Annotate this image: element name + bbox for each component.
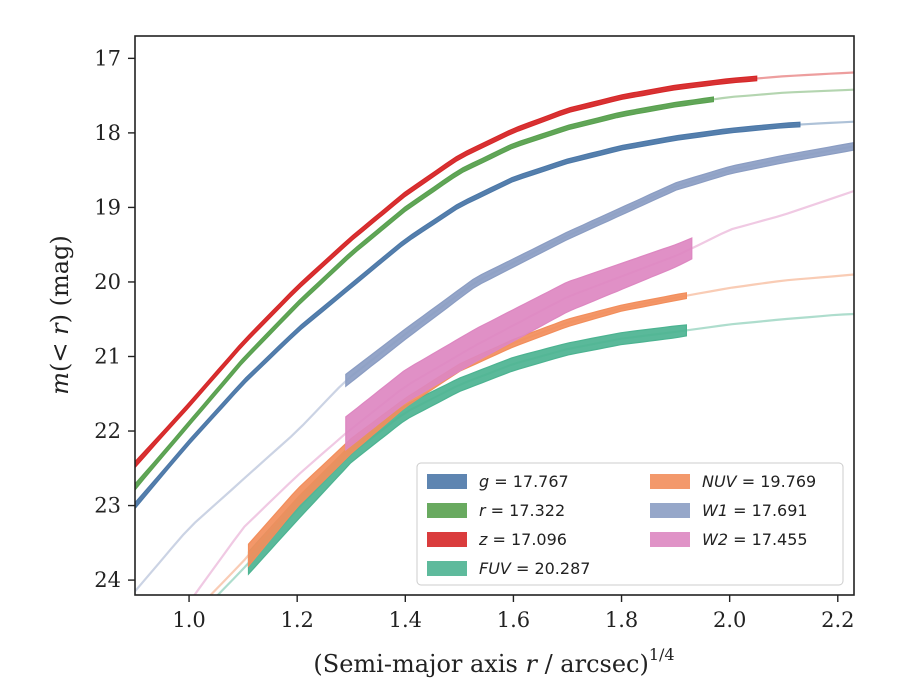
series-w1-band: [345, 141, 854, 388]
legend-swatch: [427, 532, 467, 547]
x-tick-label: 2.2: [821, 608, 854, 632]
y-tick-label: 21: [94, 344, 121, 368]
legend-swatch: [427, 561, 467, 576]
series-r: [135, 88, 854, 491]
legend-item-w1: W1 = 17.691: [650, 501, 808, 520]
x-tick-label: 1.8: [605, 608, 638, 632]
x-axis-label: (Semi-major axis r / arcsec)1/4: [313, 645, 674, 678]
legend-swatch: [650, 532, 690, 547]
legend-label: W1 = 17.691: [702, 501, 808, 520]
series-layer: [135, 71, 854, 595]
y-tick-label: 20: [94, 270, 121, 294]
legend-swatch: [650, 503, 690, 518]
series-w1: [135, 141, 854, 593]
x-tick-label: 1.2: [280, 608, 313, 632]
series-g: [135, 120, 854, 510]
legend-label: r = 17.322: [479, 501, 565, 520]
series-r-extrapolation: [135, 88, 854, 488]
series-z-band: [135, 75, 758, 469]
legend: g = 17.767 r = 17.322 z = 17.096 FUV = 20.2…: [416, 462, 844, 586]
legend-label: z = 17.096: [478, 530, 567, 549]
legend-swatch: [650, 474, 690, 489]
legend-item-g: g = 17.767: [427, 472, 569, 491]
y-tick-label: 19: [94, 195, 121, 219]
y-axis-label: m(< r) (mag): [46, 235, 74, 395]
series-g-extrapolation: [135, 120, 854, 507]
legend-label: g = 17.767: [479, 472, 569, 491]
legend-item-r: r = 17.322: [427, 501, 565, 520]
y-tick-label: 24: [94, 568, 121, 592]
x-tick-label: 1.6: [497, 608, 530, 632]
series-w2: [193, 189, 854, 595]
legend-label: W2 = 17.455: [702, 530, 808, 549]
x-tick-label: 1.4: [389, 608, 422, 632]
y-tick-label: 18: [94, 121, 121, 145]
plot-frame: [134, 35, 855, 596]
y-tick-label: 23: [94, 494, 121, 518]
x-tick-label: 2.0: [713, 608, 746, 632]
legend-label: FUV = 20.287: [479, 559, 590, 578]
legend-box: [416, 462, 844, 586]
y-axis: 17 18 19 20 21 22 23 24: [94, 46, 135, 592]
y-tick-label: 22: [94, 419, 121, 443]
legend-swatch: [427, 503, 467, 518]
x-tick-label: 1.0: [172, 608, 205, 632]
legend-label: NUV = 19.769: [702, 472, 816, 491]
series-w2-band: [345, 237, 693, 451]
series-r-band: [135, 96, 714, 491]
legend-item-nuv: NUV = 19.769: [650, 472, 816, 491]
legend-item-z: z = 17.096: [427, 530, 567, 549]
series-z: [135, 71, 854, 469]
y-tick-label: 17: [94, 46, 121, 70]
legend-item-w2: W2 = 17.455: [650, 530, 808, 549]
series-g-band: [135, 121, 801, 510]
legend-swatch: [427, 474, 467, 489]
x-axis: 1.0 1.2 1.4 1.6 1.8 2.0 2.2: [172, 595, 854, 632]
legend-item-fuv: FUV = 20.287: [427, 559, 590, 578]
